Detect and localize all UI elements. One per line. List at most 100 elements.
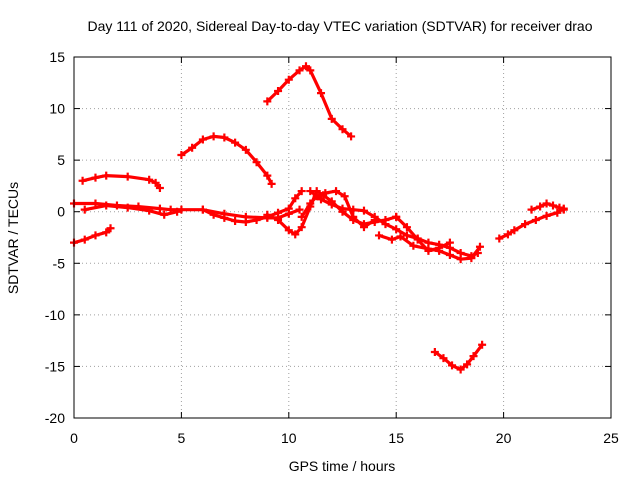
- data-point-plus: [306, 187, 315, 196]
- data-point-plus: [91, 173, 100, 182]
- data-point-plus: [160, 210, 169, 219]
- data-point-plus: [387, 235, 396, 244]
- data-point-plus: [338, 125, 347, 134]
- data-point-plus: [177, 205, 186, 214]
- data-point-plus: [102, 201, 111, 210]
- data-point-plus: [291, 230, 300, 239]
- data-point-plus: [267, 179, 276, 188]
- data-point-plus: [306, 199, 315, 208]
- data-point-plus: [439, 354, 448, 363]
- data-point-plus: [297, 223, 306, 232]
- data-point-plus: [317, 195, 326, 204]
- data-point-plus: [542, 199, 551, 208]
- data-point-plus: [91, 231, 100, 240]
- data-series-arc-3: [70, 199, 304, 222]
- data-point-plus: [347, 132, 356, 141]
- x-tick-label: 25: [603, 430, 619, 446]
- data-series-arc-8: [263, 187, 401, 239]
- grid-lines: [74, 57, 611, 418]
- data-point-plus: [284, 226, 293, 235]
- y-axis-label: SDTVAR / TECUs: [5, 182, 21, 294]
- data-point-plus: [80, 205, 89, 214]
- data-series-arc-6: [198, 187, 306, 227]
- data-point-plus: [359, 223, 368, 232]
- data-point-plus: [402, 223, 411, 232]
- data-point-plus: [555, 203, 564, 212]
- data-point-plus: [198, 135, 207, 144]
- data-point-plus: [448, 361, 457, 370]
- data-point-plus: [263, 97, 272, 106]
- data-point-plus: [220, 133, 229, 142]
- data-series-arc-7: [263, 62, 356, 141]
- data-point-plus: [295, 66, 304, 75]
- data-point-plus: [317, 89, 326, 98]
- data-point-plus: [392, 225, 401, 234]
- y-tick-label: -10: [45, 307, 65, 323]
- data-point-plus: [409, 241, 418, 250]
- data-point-plus: [102, 171, 111, 180]
- y-tick-label: -5: [53, 255, 66, 271]
- data-point-plus: [155, 183, 164, 192]
- data-point-plus: [173, 207, 182, 216]
- y-tick-label: 5: [57, 152, 65, 168]
- data-point-plus: [123, 203, 132, 212]
- y-tick-label: -15: [45, 358, 65, 374]
- data-point-plus: [306, 66, 315, 75]
- data-point-plus: [231, 216, 240, 225]
- data-series-arc-15: [527, 199, 568, 214]
- data-series-group: [70, 62, 568, 374]
- data-point-plus: [510, 226, 519, 235]
- data-point-plus: [284, 75, 293, 84]
- data-point-plus: [263, 210, 272, 219]
- data-point-plus: [297, 187, 306, 196]
- data-point-plus: [297, 212, 306, 221]
- data-point-plus: [527, 205, 536, 214]
- data-point-plus: [469, 352, 478, 361]
- y-tick-label: 0: [57, 204, 65, 220]
- data-point-plus: [332, 187, 341, 196]
- data-point-plus: [531, 215, 540, 224]
- data-point-plus: [542, 211, 551, 220]
- data-point-plus: [312, 192, 321, 201]
- data-point-plus: [445, 238, 454, 247]
- axis-ticks: [73, 56, 612, 419]
- data-point-plus: [456, 365, 465, 374]
- data-point-plus: [559, 205, 568, 214]
- data-point-plus: [521, 220, 530, 229]
- x-tick-label: 10: [281, 430, 297, 446]
- data-point-plus: [392, 212, 401, 221]
- data-point-plus: [467, 254, 476, 263]
- data-point-plus: [209, 132, 218, 141]
- data-point-plus: [252, 215, 261, 224]
- data-point-plus: [536, 202, 545, 211]
- data-point-plus: [291, 194, 300, 203]
- data-point-plus: [274, 215, 283, 224]
- data-point-plus: [370, 215, 379, 224]
- data-point-plus: [375, 231, 384, 240]
- x-tick-label: 20: [496, 430, 512, 446]
- y-tick-labels: 15 10 5 0 -5 -10 -15 -20: [45, 49, 65, 426]
- data-point-plus: [106, 224, 115, 233]
- x-tick-label: 15: [388, 430, 404, 446]
- data-point-plus: [478, 340, 487, 349]
- y-tick-label: 15: [49, 49, 65, 65]
- data-point-plus: [151, 178, 160, 187]
- data-point-plus: [80, 235, 89, 244]
- data-point-plus: [177, 150, 186, 159]
- series-line: [179, 134, 274, 186]
- data-point-plus: [463, 360, 472, 369]
- data-point-plus: [241, 145, 250, 154]
- x-axis-label: GPS time / hours: [289, 458, 396, 474]
- data-point-plus: [252, 158, 261, 167]
- data-point-plus: [396, 232, 405, 241]
- data-point-plus: [430, 347, 439, 356]
- x-tick-label: 0: [70, 430, 78, 446]
- data-point-plus: [188, 143, 197, 152]
- data-point-plus: [155, 204, 164, 213]
- x-tick-labels: 0 5 10 15 20 25: [70, 430, 619, 446]
- data-point-plus: [327, 200, 336, 209]
- data-point-plus: [274, 87, 283, 96]
- data-point-plus: [413, 235, 422, 244]
- data-point-plus: [549, 201, 558, 210]
